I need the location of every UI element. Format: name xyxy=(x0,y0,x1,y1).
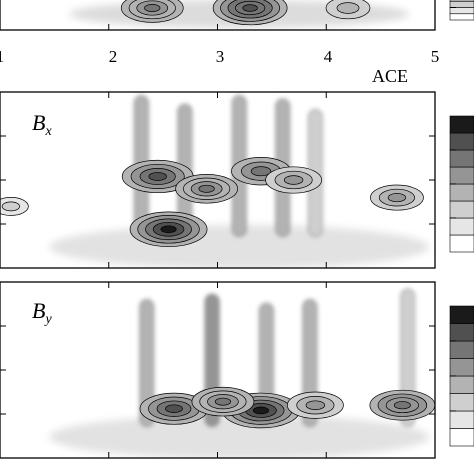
top-contour-field xyxy=(69,0,410,28)
x-tick-label-3: 3 xyxy=(216,47,225,66)
middle-colorbar-swatch-1 xyxy=(449,217,474,236)
x-tick-label-2: 2 xyxy=(109,47,118,66)
bottom-contour-2-ring-3 xyxy=(214,397,232,406)
bottom-panel xyxy=(0,281,436,459)
top-contour-2-ring-1 xyxy=(336,2,360,14)
bottom-colorbar-swatch-6 xyxy=(449,323,474,342)
bottom-contour-1-ring-3 xyxy=(165,404,183,413)
middle-contour-3-ring-2 xyxy=(250,166,272,177)
middle-contour-4-ring-2 xyxy=(283,175,304,185)
middle-contour-2-ring-3 xyxy=(198,184,215,193)
middle-contour-5-ring-2 xyxy=(387,193,407,203)
middle-contour-0-ring-4 xyxy=(160,225,177,234)
middle-colorbar-swatch-4 xyxy=(449,166,474,185)
bottom-panel-label: By xyxy=(32,298,52,327)
top-colorbar-swatch-3 xyxy=(449,0,474,2)
middle-contour-field xyxy=(0,95,430,268)
bottom-colorbar-swatch-1 xyxy=(449,410,474,429)
bottom-colorbar-swatch-0 xyxy=(449,428,474,447)
middle-colorbar-swatch-2 xyxy=(449,200,474,219)
top-panel xyxy=(0,0,436,31)
bottom-colorbar-swatch-3 xyxy=(449,375,474,394)
bottom-contour-field xyxy=(49,288,435,458)
colorbars xyxy=(449,0,474,447)
bottom-contour-4-ring-3 xyxy=(393,401,411,410)
bottom-colorbar-swatch-5 xyxy=(449,340,474,359)
middle-panel-label: Bx xyxy=(32,110,52,139)
top-x-tick-labels: 1 2 3 4 5 xyxy=(0,47,439,66)
top-colorbar-swatch-0 xyxy=(449,13,474,21)
middle-colorbar-swatch-3 xyxy=(449,183,474,202)
middle-colorbar-swatch-7 xyxy=(449,115,474,134)
bottom-colorbar-swatch-7 xyxy=(449,305,474,324)
middle-colorbar-swatch-5 xyxy=(449,149,474,168)
bottom-contour-3-ring-2 xyxy=(305,400,326,410)
top-contour-0-ring-3 xyxy=(144,4,161,12)
x-tick-label-4: 4 xyxy=(324,47,333,66)
middle-colorbar-swatch-0 xyxy=(449,234,474,253)
middle-panel xyxy=(0,91,436,269)
top-contour-1-ring-4 xyxy=(242,4,258,12)
middle-panel-title: ACE xyxy=(372,66,408,86)
middle-contour-1-ring-3 xyxy=(148,172,167,181)
top-colorbar-swatch-1 xyxy=(449,7,474,15)
top-colorbar-swatch-2 xyxy=(449,0,474,8)
middle-contour-11-ring-1 xyxy=(1,201,20,212)
x-tick-label-5: 5 xyxy=(431,47,440,66)
x-tick-label-1: 1 xyxy=(0,47,4,66)
bottom-contour-0-ring-4 xyxy=(252,406,270,415)
bottom-colorbar-swatch-2 xyxy=(449,393,474,412)
middle-colorbar-swatch-6 xyxy=(449,132,474,151)
bottom-colorbar-swatch-4 xyxy=(449,358,474,377)
bottom-streak-5 xyxy=(139,299,155,427)
